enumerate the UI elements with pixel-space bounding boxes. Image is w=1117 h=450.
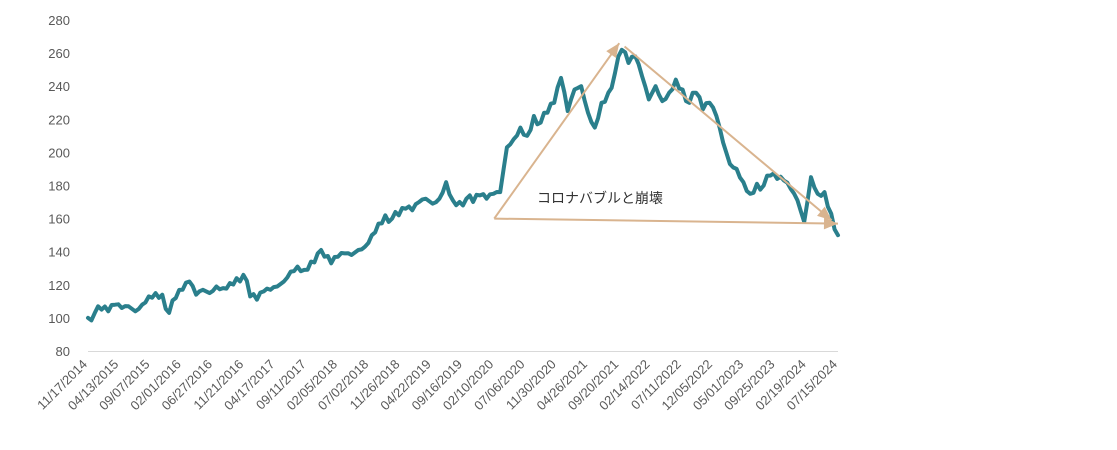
y-tick-label: 200 bbox=[48, 145, 70, 160]
y-tick-label: 180 bbox=[48, 179, 70, 194]
annotation-arrowhead bbox=[823, 217, 838, 230]
y-axis-tick-labels: 80 100 120 140 160 180 200 220 240 260 280 bbox=[48, 13, 70, 359]
annotation-arrowhead bbox=[817, 206, 832, 221]
annotation-arrowhead bbox=[606, 43, 620, 59]
y-tick-label: 260 bbox=[48, 46, 70, 61]
series-line bbox=[86, 47, 840, 323]
x-axis-tick-labels: 11/17/201404/13/201509/07/201502/01/2016… bbox=[34, 357, 840, 414]
y-tick-label: 120 bbox=[48, 278, 70, 293]
annotation-arrow bbox=[494, 217, 839, 225]
y-tick-label: 280 bbox=[48, 13, 70, 28]
annotation-layer: コロナバブルと崩壊 bbox=[493, 42, 839, 230]
annotation-label: コロナバブルと崩壊 bbox=[537, 190, 663, 207]
y-tick-label: 240 bbox=[48, 79, 70, 94]
y-tick-label: 100 bbox=[48, 311, 70, 326]
y-tick-label: 140 bbox=[48, 245, 70, 260]
y-tick-label: 160 bbox=[48, 212, 70, 227]
y-tick-label: 220 bbox=[48, 112, 70, 127]
annotation-arrow bbox=[623, 45, 833, 222]
y-tick-label: 80 bbox=[56, 344, 70, 359]
annotation-arrow bbox=[493, 42, 621, 220]
series-layer bbox=[86, 47, 840, 323]
